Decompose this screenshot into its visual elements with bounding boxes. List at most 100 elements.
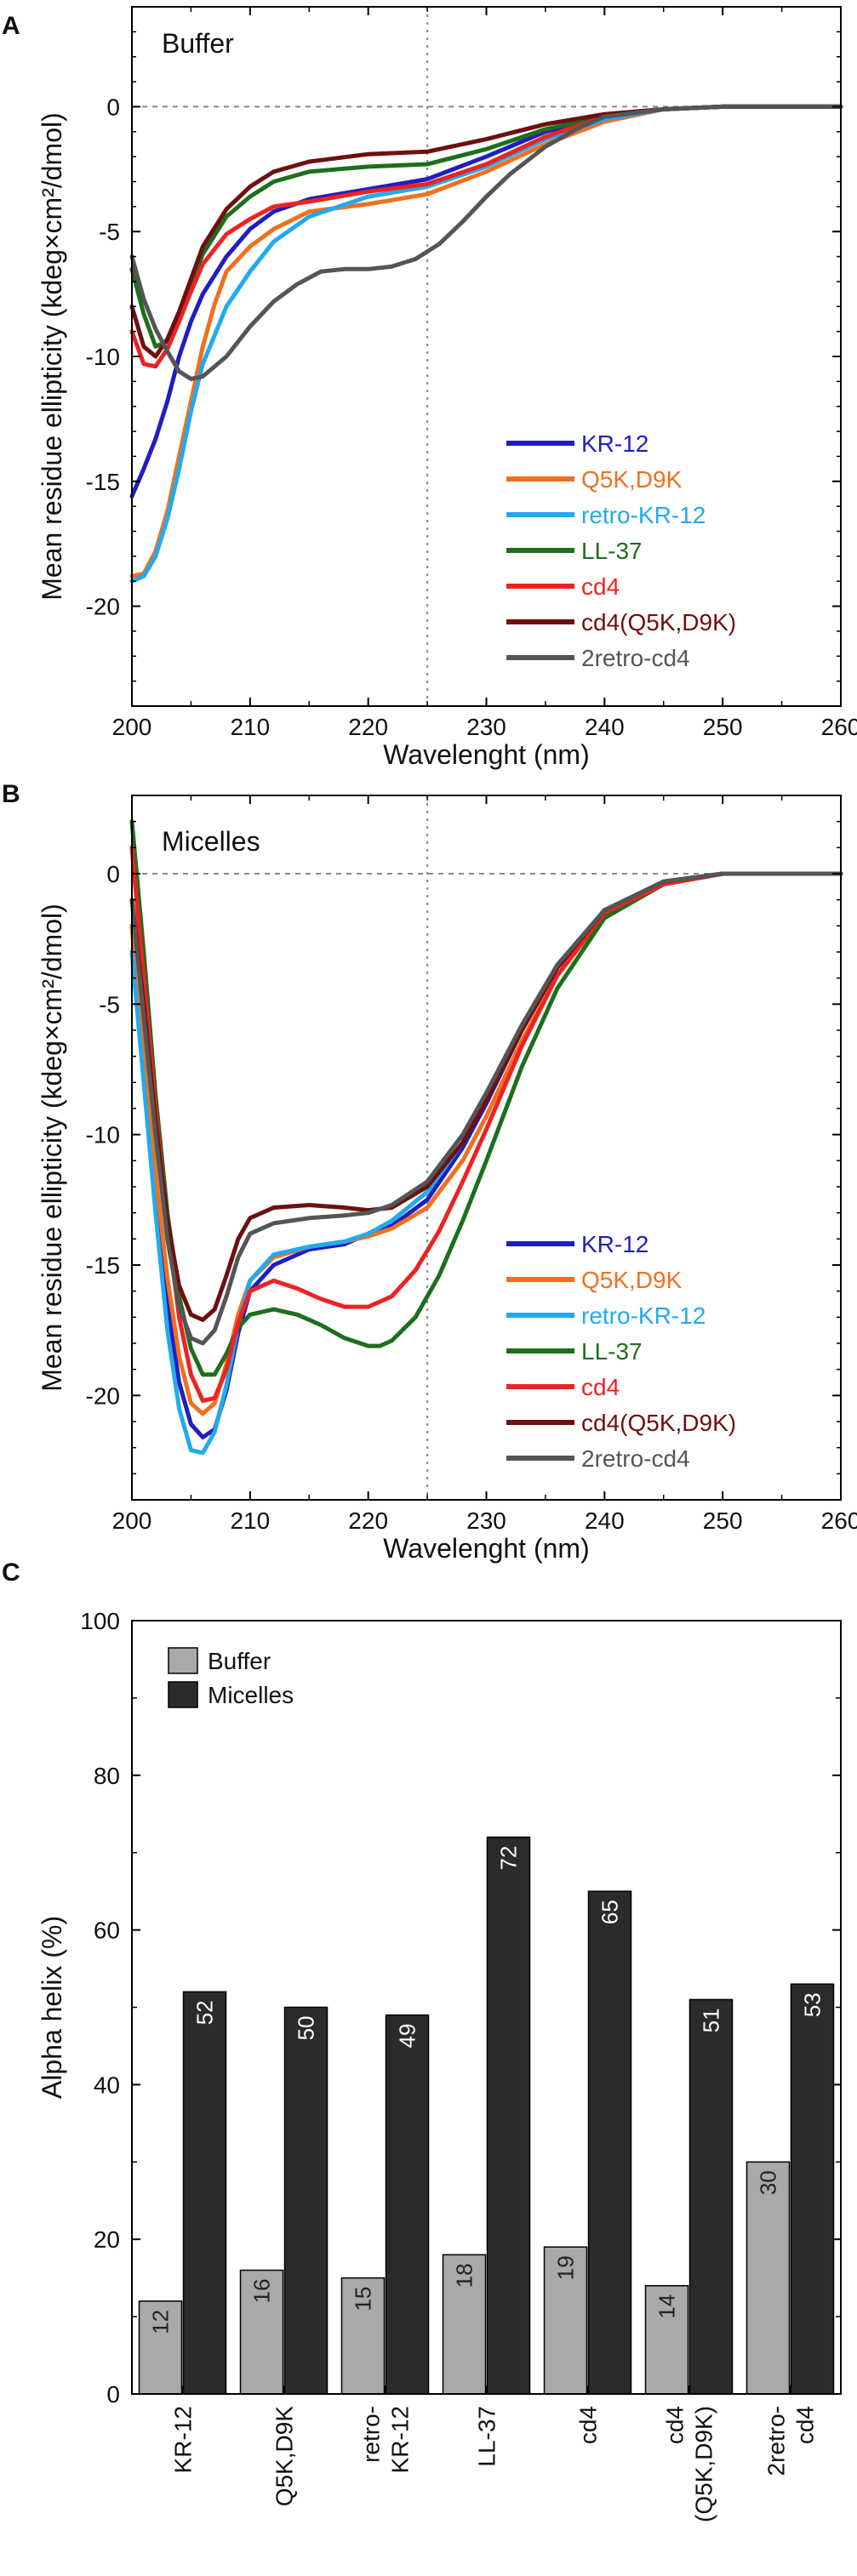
x-tick-label: 210 — [230, 714, 270, 740]
buffer-bar — [644, 2284, 689, 2395]
series-line-cd4 — [129, 845, 843, 1403]
panel-c: C 0 20 40 60 80 100 12 52 KR-12 16 50 Q5K,D9K 15 49 ret… — [2, 1559, 842, 2522]
x-axis-title: Wavelenght (nm) — [383, 1533, 589, 1564]
buffer-bar — [138, 2300, 183, 2395]
y-tick-label: -20 — [86, 594, 120, 620]
legend-label: 2retro-cd4 — [581, 645, 690, 671]
panel-condition-label: Micelles — [162, 826, 260, 857]
micelles-bar — [182, 1991, 227, 2395]
series-line-retro-kr-12 — [129, 104, 843, 584]
x-tick-label: 200 — [112, 1507, 152, 1534]
y-tick-label: -10 — [86, 344, 120, 370]
x-tick-label: 230 — [466, 1507, 506, 1534]
legend-label: LL-37 — [581, 1338, 643, 1365]
legend-label: cd4 — [581, 573, 620, 600]
category-label: cd4 — [662, 2406, 688, 2444]
legend-swatch — [168, 1681, 198, 1708]
y-axis-title: Alpha helix (%) — [37, 1916, 67, 2099]
y-tick-label: -15 — [86, 1252, 120, 1279]
bar-value-label: 14 — [654, 2294, 680, 2319]
buffer-bar — [340, 2277, 386, 2395]
buffer-bar — [543, 2246, 588, 2395]
category-label: Q5K,D9K — [271, 2406, 298, 2507]
micelles-bar — [688, 1998, 734, 2395]
buffer-bar — [442, 2254, 487, 2395]
legend-label: retro-KR-12 — [581, 502, 706, 528]
plot-frame — [131, 795, 842, 1501]
legend-label: cd4(Q5K,D9K) — [581, 1410, 736, 1436]
series-line-2retro-cd4 — [129, 104, 843, 381]
y-axis-title: Mean residue ellipticity (kdeg×cm²/dmol) — [37, 903, 67, 1392]
buffer-bar — [746, 2161, 791, 2395]
x-tick-label: 220 — [348, 1507, 388, 1534]
y-tick-label: -10 — [86, 1122, 120, 1148]
x-tick-label: 260 — [821, 1507, 857, 1534]
y-tick-label: 20 — [94, 2226, 120, 2253]
panel-letter: A — [2, 12, 20, 40]
x-tick-label: 250 — [703, 1507, 743, 1534]
legend-label: retro-KR-12 — [581, 1302, 706, 1329]
legend-label: Buffer — [208, 1648, 271, 1674]
bar-value-label: 65 — [597, 1900, 623, 1924]
x-tick-label: 220 — [348, 714, 388, 740]
y-tick-label: 100 — [80, 1608, 120, 1634]
y-tick-label: -15 — [86, 469, 120, 495]
y-tick-label: -5 — [99, 991, 120, 1017]
x-tick-label: 260 — [821, 714, 857, 740]
legend-swatch — [168, 1647, 198, 1674]
micelles-bar — [587, 1890, 632, 2395]
y-tick-label: 80 — [94, 1763, 120, 1789]
bar-value-label: 72 — [496, 1846, 522, 1871]
bar-value-label: 19 — [553, 2255, 579, 2280]
bar-value-label: 16 — [249, 2279, 275, 2304]
series-line-cd4-q5k-d9k- — [129, 104, 843, 359]
legend-label: cd4(Q5K,D9K) — [581, 609, 736, 635]
plot-frame — [131, 1620, 842, 2395]
bar-value-label: 51 — [699, 2008, 724, 2032]
category-label: KR-12 — [387, 2406, 414, 2473]
panel-a: A 200 210 220 230 240 250 260 0 -5 -10 -15 -20 Wavele… — [2, 6, 857, 770]
y-axis-title: Mean residue ellipticity (kdeg×cm²/dmol) — [37, 112, 67, 601]
micelles-bar — [486, 1836, 531, 2395]
category-label: cd4 — [792, 2406, 819, 2444]
micelles-bar — [790, 1983, 835, 2395]
bar-value-label: 50 — [294, 2016, 319, 2041]
y-tick-label: -20 — [86, 1382, 120, 1409]
category-label: retro- — [358, 2406, 385, 2463]
y-tick-label: -5 — [99, 219, 120, 245]
x-tick-label: 210 — [230, 1507, 270, 1534]
y-tick-label: 0 — [106, 861, 120, 887]
legend-label: 2retro-cd4 — [581, 1445, 690, 1472]
category-label: 2retro- — [763, 2406, 790, 2476]
x-tick-label: 240 — [585, 1507, 625, 1534]
bar-value-label: 53 — [800, 1992, 826, 2017]
x-tick-label: 230 — [466, 714, 506, 740]
category-label: KR-12 — [170, 2406, 197, 2473]
plot-frame — [131, 6, 842, 707]
bar-value-label: 49 — [395, 2024, 420, 2049]
category-label: (Q5K,D9K) — [691, 2406, 717, 2522]
panel-letter: B — [2, 780, 20, 808]
legend-label: KR-12 — [581, 430, 648, 457]
y-tick-label: 0 — [106, 2381, 120, 2408]
legend-label: KR-12 — [581, 1231, 648, 1257]
bar-value-label: 15 — [351, 2287, 376, 2311]
category-label: cd4 — [575, 2406, 602, 2444]
series-line-cd4 — [129, 104, 843, 369]
y-tick-label: 0 — [106, 94, 120, 120]
bar-value-label: 18 — [452, 2263, 477, 2288]
category-label: LL-37 — [474, 2406, 500, 2467]
legend-label: Q5K,D9K — [581, 1267, 683, 1293]
legend-label: cd4 — [581, 1374, 620, 1400]
x-tick-label: 200 — [112, 714, 152, 740]
buffer-bar — [239, 2269, 284, 2395]
legend-label: Q5K,D9K — [581, 466, 683, 493]
x-axis-title: Wavelenght (nm) — [383, 739, 589, 770]
panel-b: B 200 210 220 230 240 250 260 0 -5 -10 -15 -20 Wavele… — [2, 780, 857, 1564]
panel-condition-label: Buffer — [162, 28, 234, 59]
bar-value-label: 52 — [192, 2000, 218, 2025]
micelles-bar — [385, 2014, 430, 2395]
bar-value-label: 30 — [756, 2170, 781, 2195]
bar-value-label: 12 — [148, 2310, 174, 2334]
